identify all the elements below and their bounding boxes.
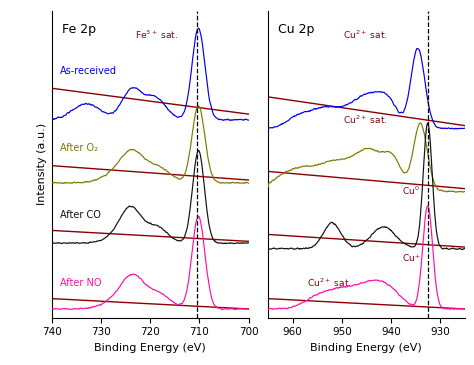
X-axis label: Binding Energy (eV): Binding Energy (eV) [94, 343, 206, 353]
Text: Cu$^{+}$: Cu$^{+}$ [401, 253, 420, 264]
Text: Cu$^{0}$: Cu$^{0}$ [401, 185, 419, 197]
Text: After CO: After CO [60, 210, 101, 220]
Text: Cu$^{2+}$ sat.: Cu$^{2+}$ sat. [343, 114, 387, 126]
Text: Cu$^{2+}$ sat.: Cu$^{2+}$ sat. [343, 28, 387, 41]
Y-axis label: Intensity (a.u.): Intensity (a.u.) [36, 123, 46, 205]
Text: As-received: As-received [60, 66, 117, 76]
Text: Fe 2p: Fe 2p [62, 23, 96, 36]
Text: After O₂: After O₂ [60, 143, 98, 153]
X-axis label: Binding Energy (eV): Binding Energy (eV) [310, 343, 422, 353]
Text: Cu$^{2+}$ sat.: Cu$^{2+}$ sat. [308, 277, 352, 289]
Text: Cu 2p: Cu 2p [278, 23, 314, 36]
Text: Fe$^{3+}$ sat.: Fe$^{3+}$ sat. [135, 28, 178, 41]
Text: After NO: After NO [60, 278, 101, 288]
